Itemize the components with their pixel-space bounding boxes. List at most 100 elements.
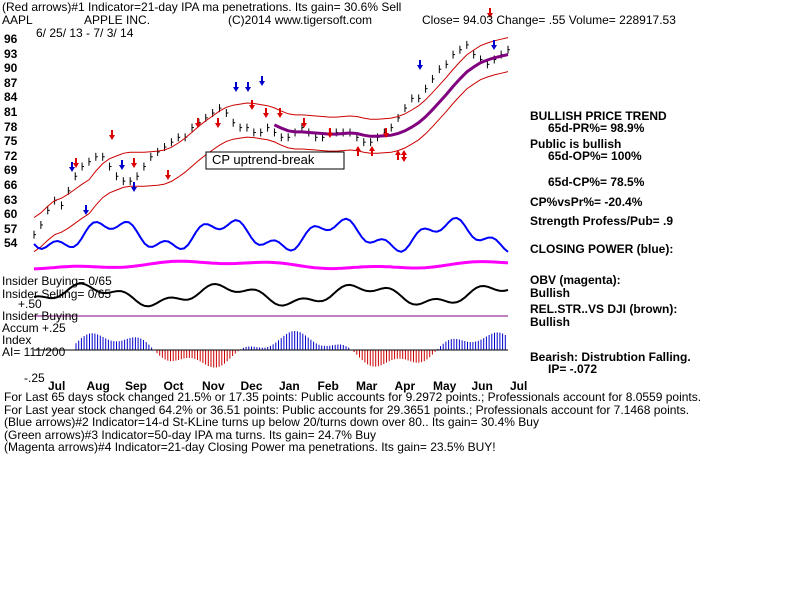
red-arrow bbox=[383, 128, 389, 138]
red-arrow bbox=[215, 118, 221, 128]
obv-label: OBV (magenta): bbox=[530, 273, 621, 287]
month-label: Feb bbox=[317, 379, 339, 393]
red-arrow bbox=[131, 158, 137, 168]
red-up-arrow bbox=[355, 146, 361, 156]
price-tick-63: 63 bbox=[4, 192, 18, 207]
footer-magenta-arrows: (Magenta arrows)#4 Indicator=21-day Clos… bbox=[4, 440, 496, 454]
accum-label: Accum +.25 bbox=[2, 321, 66, 335]
month-label: Jan bbox=[279, 379, 300, 393]
price-tick-93: 93 bbox=[4, 46, 18, 61]
red-arrow bbox=[277, 108, 283, 118]
strength-value: Strength Profess/Pub= .9 bbox=[530, 214, 674, 228]
obv-state: Bullish bbox=[530, 286, 571, 300]
cp-uptrend-break-label: CP uptrend-break bbox=[212, 152, 315, 167]
red-arrow bbox=[327, 128, 333, 138]
index-label: Index bbox=[2, 333, 32, 347]
footer-65day: For Last 65 days stock changed 21.5% or … bbox=[4, 390, 702, 404]
relstr-state: Bullish bbox=[530, 315, 571, 329]
insider-selling: Insider Selling= 0/65 bbox=[2, 287, 112, 301]
insider-buying: Insider Buying= 0/65 bbox=[2, 274, 112, 288]
blue-arrow bbox=[245, 82, 251, 92]
company-name: APPLE INC. bbox=[84, 13, 151, 27]
price-tick-78: 78 bbox=[4, 119, 18, 134]
annotation-box bbox=[205, 151, 345, 170]
red-up-arrow bbox=[369, 146, 375, 156]
footer-blue-arrows: (Blue arrows)#2 Indicator=14-d St-KLine … bbox=[4, 415, 539, 429]
trend-title: BULLISH PRICE TREND bbox=[530, 109, 667, 123]
price-tick-90: 90 bbox=[4, 61, 18, 76]
public-state: Public is bullish bbox=[530, 137, 622, 151]
price-bars bbox=[33, 40, 510, 239]
month-label: Jul bbox=[510, 379, 528, 393]
blue-arrow bbox=[233, 82, 239, 92]
price-tick-66: 66 bbox=[4, 178, 18, 192]
red-arrow bbox=[73, 158, 79, 168]
minus-25-label: -.25 bbox=[24, 371, 45, 385]
quote-line: Close= 94.03 Change= .55 Volume= 228917.… bbox=[422, 13, 676, 27]
plus-50-label: +.50 bbox=[18, 297, 42, 311]
red-up-arrow bbox=[395, 150, 401, 160]
relstr-line bbox=[33, 282, 509, 308]
footer-green-arrows: (Green arrows)#3 Indicator=50-day IPA ma… bbox=[4, 428, 376, 442]
blue-arrow bbox=[131, 182, 137, 192]
red-arrow bbox=[165, 170, 171, 180]
red-arrow bbox=[487, 8, 493, 18]
blue-arrow bbox=[491, 40, 497, 50]
lower-band bbox=[33, 71, 509, 253]
red-up-arrow bbox=[401, 150, 407, 160]
copyright: (C)2014 www.tigersoft.com bbox=[228, 13, 373, 27]
price-tick-60: 60 bbox=[4, 207, 18, 222]
price-tick-87: 87 bbox=[4, 75, 18, 90]
blue-arrow bbox=[83, 205, 89, 215]
red-arrow bbox=[249, 100, 255, 110]
blue-arrow bbox=[69, 162, 75, 172]
moving-average bbox=[273, 53, 509, 138]
price-tick-75: 75 bbox=[4, 134, 18, 149]
month-label: Dec bbox=[240, 379, 263, 393]
price-tick-96: 96 bbox=[4, 32, 18, 46]
ip-value: IP= -.072 bbox=[548, 362, 598, 376]
price-tick-54: 54 bbox=[4, 236, 18, 251]
red-arrow bbox=[301, 118, 307, 128]
symbol: AAPL bbox=[2, 13, 33, 27]
pr-value: 65d-PR%= 98.9% bbox=[548, 121, 645, 135]
indicator-1-line: (Red arrows)#1 Indicator=21-day IPA ma p… bbox=[2, 0, 402, 14]
price-tick-69: 69 bbox=[4, 163, 18, 178]
month-label: Jun bbox=[471, 379, 493, 393]
price-tick-84: 84 bbox=[4, 90, 18, 105]
insider-buying-2: Insider Buying bbox=[2, 309, 79, 323]
relstr-label: REL.STR..VS DJI (brown): bbox=[530, 302, 678, 316]
blue-arrow bbox=[119, 160, 125, 170]
cp-value: 65d-CP%= 78.5% bbox=[548, 175, 645, 189]
bearish-label: Bearish: Distrubtion Falling. bbox=[530, 350, 691, 364]
price-tick-72: 72 bbox=[4, 148, 18, 163]
date-range: 6/ 25/ 13 - 7/ 3/ 14 bbox=[36, 26, 134, 40]
op-value: 65d-OP%= 100% bbox=[548, 149, 642, 163]
obv-line bbox=[33, 259, 509, 271]
cpvspr-value: CP%vsPr%= -20.4% bbox=[530, 195, 643, 209]
month-label: Nov bbox=[202, 379, 225, 393]
month-label: Apr bbox=[394, 379, 416, 393]
price-tick-81: 81 bbox=[4, 105, 18, 119]
accum-index-bars bbox=[34, 331, 508, 368]
blue-arrow bbox=[259, 76, 265, 86]
ai-label: AI= 111/200 bbox=[2, 345, 66, 359]
month-label: May bbox=[433, 379, 457, 393]
red-arrow bbox=[109, 130, 115, 140]
month-label: Mar bbox=[356, 379, 378, 393]
blue-arrow bbox=[417, 60, 423, 70]
red-arrow bbox=[195, 118, 201, 128]
month-label: Oct bbox=[163, 379, 184, 393]
footer-year: For Last year stock changed 64.2% or 36.… bbox=[4, 403, 690, 417]
price-bands bbox=[33, 37, 510, 253]
month-label: Sep bbox=[125, 379, 148, 393]
indicator-lines bbox=[33, 216, 509, 317]
month-label: Jul bbox=[48, 379, 66, 393]
month-label: Aug bbox=[86, 379, 110, 393]
red-arrow bbox=[263, 108, 269, 118]
closing-power-line bbox=[33, 216, 509, 253]
upper-band bbox=[33, 37, 509, 219]
price-tick-57: 57 bbox=[4, 221, 18, 236]
closing-power-label: CLOSING POWER (blue): bbox=[530, 242, 674, 256]
